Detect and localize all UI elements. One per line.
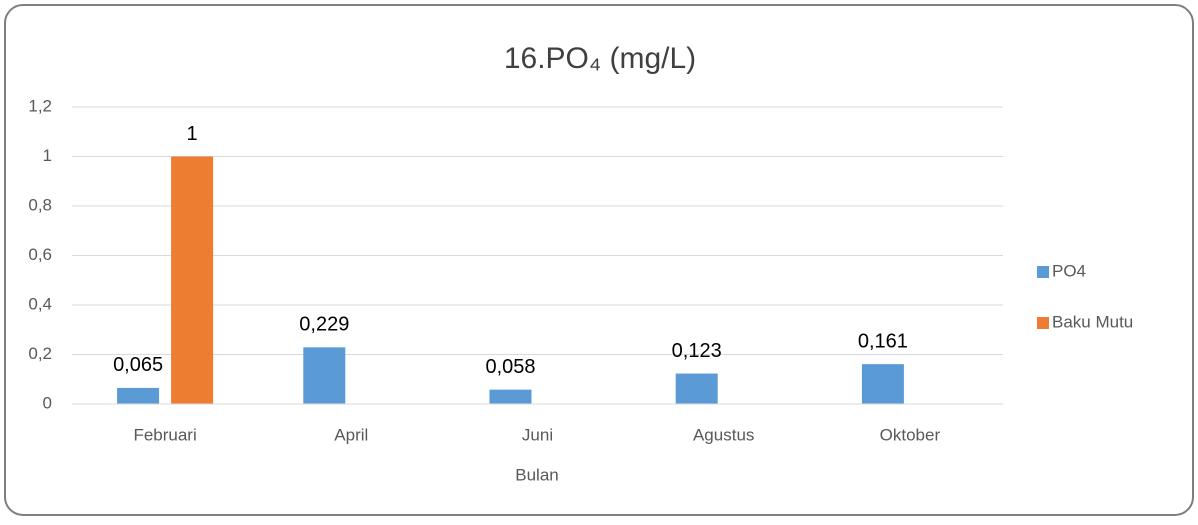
legend-label: PO4 [1052, 261, 1086, 280]
x-axis-title: Bulan [515, 465, 558, 484]
data-label: 0,065 [113, 354, 163, 376]
legend-swatch [1037, 317, 1049, 329]
y-tick-label: 1,2 [28, 96, 52, 115]
bar [861, 364, 904, 404]
x-tick-label: April [334, 425, 368, 444]
bar [171, 156, 214, 404]
x-tick-label: Februari [133, 425, 196, 444]
x-tick-label: Oktober [880, 425, 941, 444]
y-tick-label: 0,4 [28, 294, 52, 313]
x-tick-label: Juni [522, 425, 553, 444]
data-label: 0,123 [672, 340, 722, 362]
y-tick-label: 0,8 [28, 195, 52, 214]
legend-label: Baku Mutu [1052, 312, 1133, 331]
y-tick-label: 0,6 [28, 245, 52, 264]
data-label: 0,229 [299, 314, 349, 336]
y-tick-label: 0 [43, 393, 52, 412]
chart-title: 16.PO₄ (mg/L) [504, 42, 696, 75]
y-tick-label: 0,2 [28, 344, 52, 363]
bar [117, 387, 160, 404]
x-tick-label: Agustus [693, 425, 754, 444]
data-label: 0,161 [858, 330, 908, 352]
bar [489, 389, 532, 404]
legend-swatch [1037, 266, 1049, 278]
data-label: 0,058 [485, 356, 535, 378]
data-label: 1 [187, 123, 198, 145]
bar [303, 347, 346, 404]
y-tick-label: 1 [43, 146, 52, 165]
bar [675, 373, 718, 404]
